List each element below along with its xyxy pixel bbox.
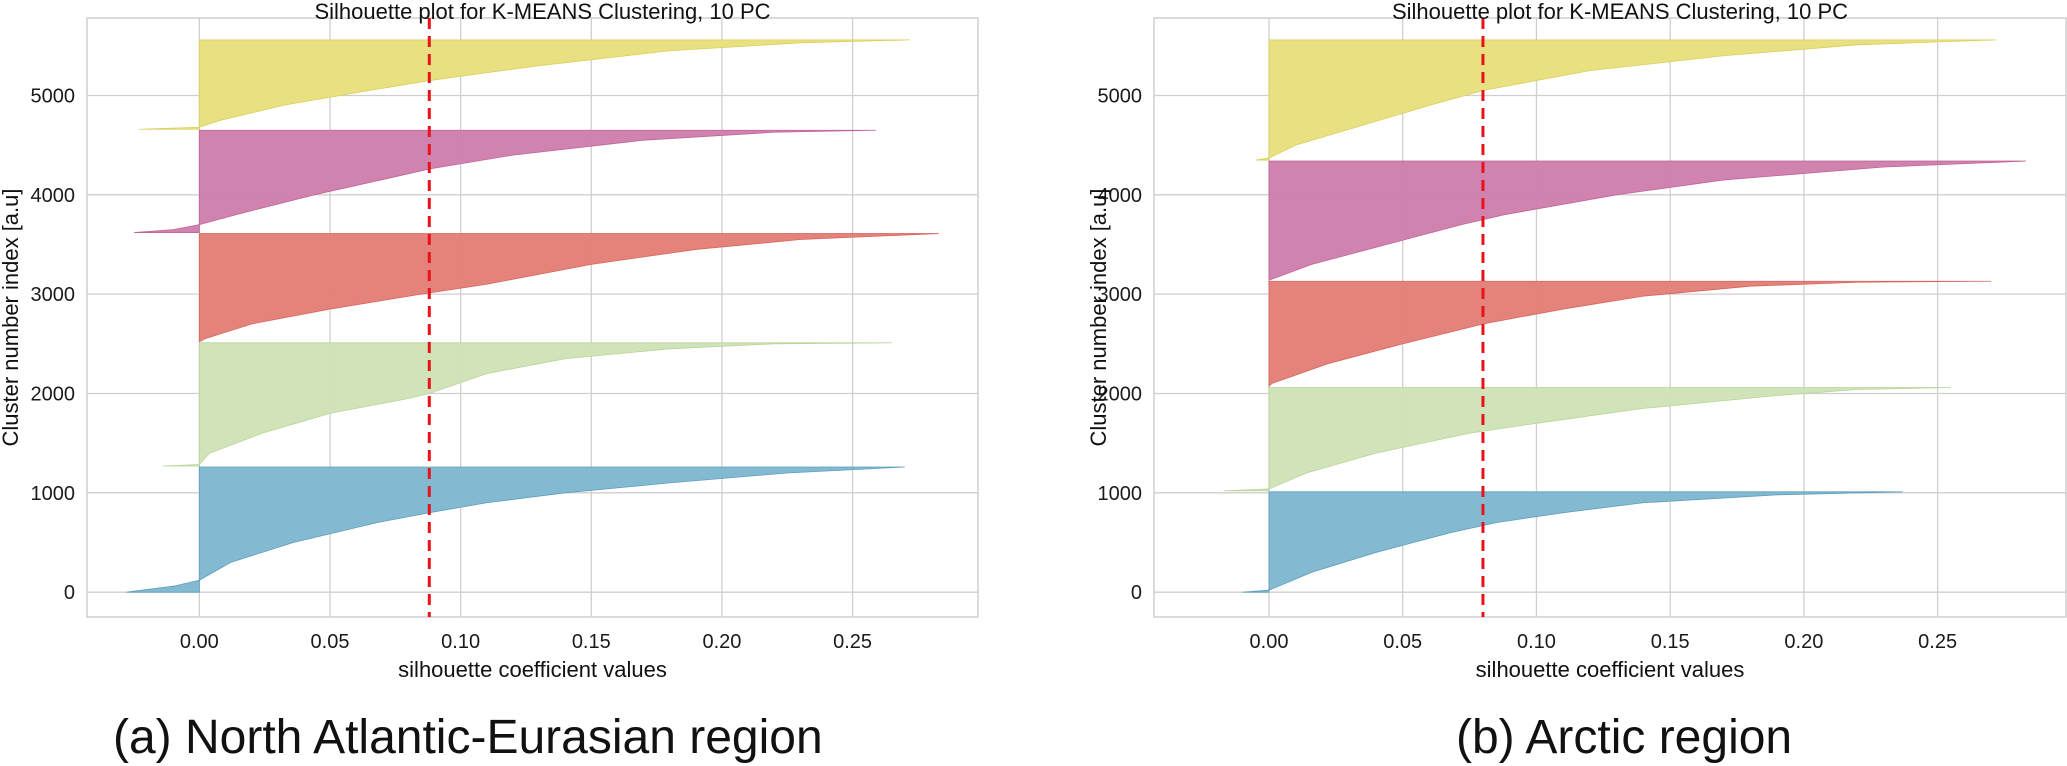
y-tick-label: 0 <box>64 582 75 604</box>
cluster-silhouette-4 <box>139 39 911 130</box>
x-tick-label: 0.20 <box>702 631 741 653</box>
y-tick-label: 2000 <box>31 383 76 405</box>
silhouette-chart-a: 0.00 0.05 0.10 0.15 0.20 0.25 0 1000 2000 3000 400… <box>0 0 1000 766</box>
x-tick-label: 0.00 <box>180 631 219 653</box>
cluster-silhouette-2 <box>1268 280 1992 388</box>
y-tick-label: 4000 <box>31 185 76 207</box>
chart-a-svg: 0.00 0.05 0.10 0.15 0.20 0.25 0 1000 2000 3000 400… <box>0 0 979 682</box>
cluster-silhouette-1 <box>162 342 892 467</box>
x-tick-label: 0.25 <box>1918 631 1957 653</box>
cluster-silhouette-3 <box>1268 160 2026 281</box>
y-axis-label: Cluster number index [a.u] <box>1086 188 1111 446</box>
y-tick-label: 3000 <box>1098 284 1143 306</box>
cluster-silhouette-0 <box>126 466 905 593</box>
x-tick-label: 0.20 <box>1784 631 1823 653</box>
cluster-silhouette-4 <box>1255 39 1997 161</box>
x-tick-label: 0.10 <box>441 631 480 653</box>
chart-title: Silhouette plot for K-MEANS Clustering, … <box>314 0 770 24</box>
y-tick-label: 1000 <box>31 483 76 505</box>
y-axis-label: Cluster number index [a.u] <box>0 188 23 446</box>
x-tick-label: 0.15 <box>1651 631 1690 653</box>
y-tick-label: 3000 <box>31 284 76 306</box>
cluster-silhouette-3 <box>134 129 877 233</box>
y-tick-label: 4000 <box>1098 185 1143 207</box>
y-tick-label: 1000 <box>1098 483 1143 505</box>
y-tick-label: 0 <box>1131 582 1142 604</box>
silhouette-chart-b: 0.00 0.05 0.10 0.15 0.20 0.25 0 1000 2000 3000 400… <box>1086 0 2067 766</box>
x-axis-label: silhouette coefficient values <box>398 657 667 682</box>
caption-arctic: (b) Arctic region <box>1456 711 1793 764</box>
y-tick-label: 2000 <box>1098 383 1143 405</box>
cluster-silhouette-0 <box>1242 491 1903 593</box>
x-tick-label: 0.15 <box>572 631 611 653</box>
chart-b-svg: 0.00 0.05 0.10 0.15 0.20 0.25 0 1000 2000 3000 400… <box>1086 0 2067 682</box>
cluster-silhouette-2 <box>198 233 939 343</box>
plot-frame <box>1153 17 2067 618</box>
x-tick-label: 0.05 <box>311 631 350 653</box>
x-tick-label: 0.10 <box>1517 631 1556 653</box>
caption-north-atlantic-eurasian: (a) North Atlantic-Eurasian region <box>113 711 823 764</box>
y-tick-label: 5000 <box>1098 85 1143 107</box>
chart-title: Silhouette plot for K-MEANS Clustering, … <box>1392 0 1848 24</box>
x-axis-label: silhouette coefficient values <box>1476 657 1745 682</box>
x-tick-label: 0.05 <box>1383 631 1422 653</box>
x-tick-label: 0.25 <box>833 631 872 653</box>
cluster-silhouette-1 <box>1223 387 1952 492</box>
y-tick-label: 5000 <box>31 85 76 107</box>
x-tick-label: 0.00 <box>1250 631 1289 653</box>
plot-frame <box>86 17 979 618</box>
